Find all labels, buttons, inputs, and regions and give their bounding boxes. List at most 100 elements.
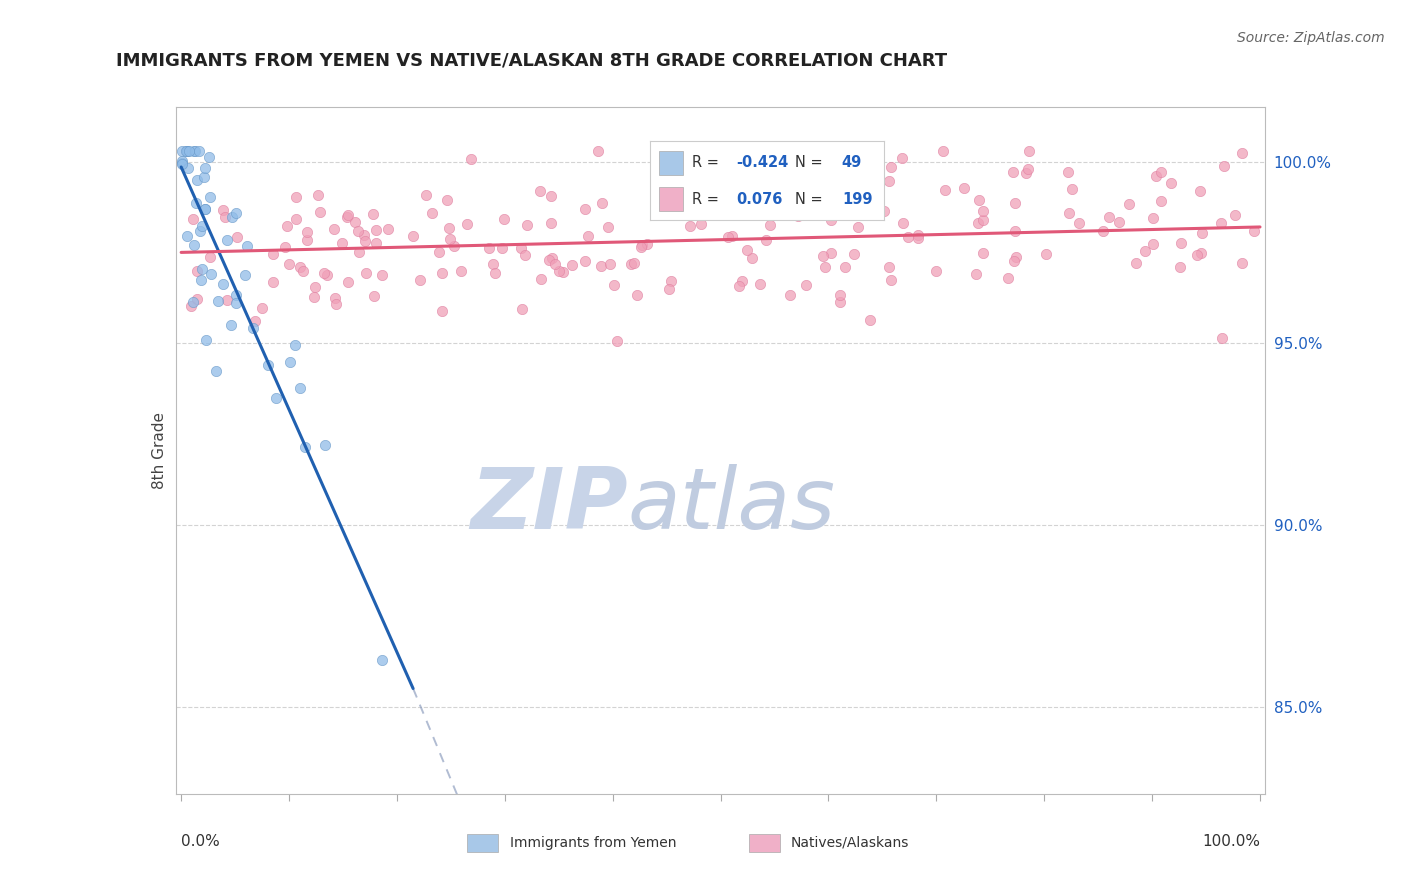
Point (530, 272, 553, 286)
Point (596, 219, 619, 234)
Point (794, 277, 817, 292)
Text: 49: 49 (842, 155, 862, 170)
Point (221, 211, 243, 225)
Point (172, 157, 194, 171)
Point (190, 224, 212, 238)
Point (1018, 144, 1040, 158)
Point (183, 211, 205, 226)
Point (859, 197, 882, 211)
Point (323, 221, 346, 235)
Point (262, 275, 284, 289)
Point (697, 159, 720, 173)
Point (200, 267, 222, 281)
Point (371, 268, 394, 282)
Point (430, 304, 453, 318)
Point (897, 230, 920, 244)
Point (953, 181, 976, 195)
Point (215, 233, 238, 247)
Text: 0.076: 0.076 (737, 192, 783, 207)
Point (177, 144, 200, 158)
Point (415, 188, 437, 202)
Point (662, 169, 685, 183)
Point (194, 202, 217, 217)
Point (678, 219, 700, 233)
Point (491, 241, 513, 255)
Point (717, 229, 740, 244)
Point (1057, 205, 1080, 219)
Point (873, 203, 896, 218)
Point (312, 266, 335, 280)
Point (516, 219, 538, 233)
Point (177, 161, 200, 175)
Point (198, 190, 221, 204)
Point (277, 257, 299, 271)
Point (932, 144, 955, 158)
Point (1185, 248, 1208, 262)
Point (658, 282, 681, 296)
Point (540, 189, 562, 203)
Point (1108, 215, 1130, 229)
Point (510, 301, 533, 316)
Text: R =: R = (692, 192, 724, 207)
Point (226, 229, 249, 244)
Point (934, 183, 956, 197)
Point (756, 144, 779, 158)
Point (377, 222, 399, 236)
Point (316, 268, 339, 282)
Point (295, 233, 318, 247)
Point (801, 198, 824, 212)
Point (439, 232, 461, 246)
Point (1209, 216, 1232, 230)
Point (574, 202, 596, 217)
Point (371, 653, 394, 667)
Point (509, 242, 531, 256)
Point (219, 318, 242, 332)
Point (820, 245, 842, 260)
Point (456, 217, 478, 231)
Point (730, 196, 752, 211)
Point (1133, 244, 1156, 258)
Point (194, 202, 217, 216)
Point (1004, 195, 1026, 210)
Point (187, 144, 209, 158)
Point (1160, 176, 1182, 190)
Point (361, 207, 384, 221)
Text: N =: N = (794, 192, 827, 207)
Point (233, 268, 256, 283)
Point (364, 223, 387, 237)
Point (824, 188, 846, 202)
Point (969, 193, 991, 207)
Point (830, 295, 852, 310)
Point (363, 289, 385, 303)
Point (925, 264, 948, 278)
Point (540, 251, 562, 265)
Point (907, 227, 929, 242)
Point (725, 152, 748, 166)
Point (176, 229, 198, 244)
Point (437, 221, 460, 235)
Point (186, 292, 208, 306)
Point (1212, 159, 1234, 173)
Point (1005, 250, 1028, 264)
Point (1142, 211, 1164, 225)
Point (636, 237, 658, 252)
Point (591, 195, 613, 210)
Point (553, 265, 575, 279)
Point (288, 260, 311, 274)
Point (880, 161, 903, 175)
Point (1189, 185, 1212, 199)
Point (1002, 165, 1025, 179)
Point (225, 295, 247, 310)
Point (1170, 235, 1192, 250)
Point (972, 213, 994, 227)
Point (325, 297, 347, 311)
Point (343, 215, 366, 229)
Point (288, 381, 311, 395)
Point (276, 219, 298, 234)
Point (1118, 197, 1140, 211)
Point (186, 264, 208, 278)
Point (336, 210, 359, 224)
Point (294, 440, 316, 454)
Point (690, 217, 713, 231)
Point (1150, 194, 1173, 208)
